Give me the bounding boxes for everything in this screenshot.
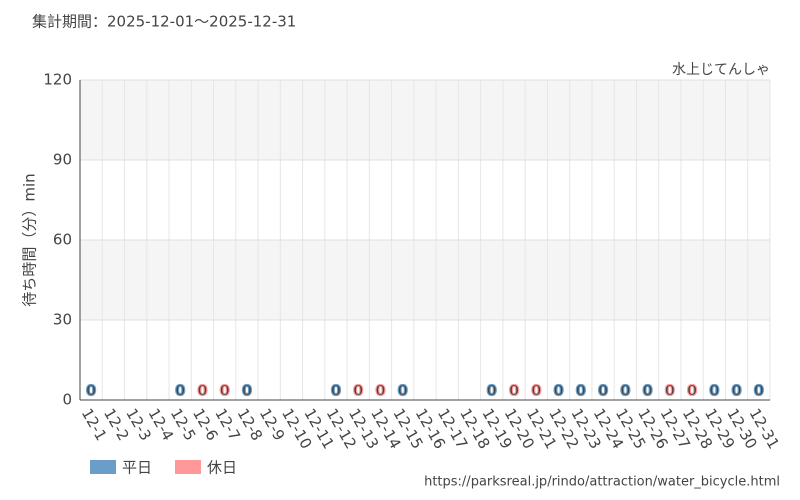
data-label: 0 bbox=[754, 382, 764, 400]
legend-label: 休日 bbox=[207, 459, 237, 477]
data-label: 0 bbox=[665, 382, 675, 400]
y-tick-label: 30 bbox=[53, 311, 72, 329]
data-label: 0 bbox=[531, 382, 541, 400]
legend-swatch bbox=[90, 460, 116, 474]
y-tick-label: 90 bbox=[53, 151, 72, 169]
y-tick-label: 60 bbox=[53, 231, 72, 249]
data-label: 0 bbox=[219, 382, 229, 400]
y-tick-label: 0 bbox=[62, 391, 72, 409]
data-label: 0 bbox=[375, 382, 385, 400]
data-label: 0 bbox=[331, 382, 341, 400]
data-label: 0 bbox=[398, 382, 408, 400]
data-label: 0 bbox=[509, 382, 519, 400]
data-label: 0 bbox=[197, 382, 207, 400]
data-label: 0 bbox=[576, 382, 586, 400]
chart-title: 集計期間：2025-12-01～2025-12-31 bbox=[32, 13, 296, 31]
data-label: 0 bbox=[709, 382, 719, 400]
data-label: 0 bbox=[553, 382, 563, 400]
chart-subtitle: 水上じてんしゃ bbox=[672, 62, 770, 78]
data-label: 0 bbox=[242, 382, 252, 400]
data-label: 0 bbox=[687, 382, 697, 400]
data-label: 0 bbox=[353, 382, 363, 400]
legend-swatch bbox=[175, 460, 201, 474]
data-label: 0 bbox=[175, 382, 185, 400]
data-label: 0 bbox=[86, 382, 96, 400]
data-label: 0 bbox=[487, 382, 497, 400]
legend-label: 平日 bbox=[122, 459, 152, 477]
data-label: 0 bbox=[620, 382, 630, 400]
data-label: 0 bbox=[642, 382, 652, 400]
grid-band bbox=[80, 80, 770, 160]
source-url: https://parksreal.jp/rindo/attraction/wa… bbox=[424, 475, 780, 490]
y-tick-label: 120 bbox=[43, 71, 72, 89]
grid-band bbox=[80, 240, 770, 320]
data-label: 0 bbox=[598, 382, 608, 400]
data-label: 0 bbox=[731, 382, 741, 400]
y-axis-label: 待ち時間（分）min bbox=[21, 173, 39, 306]
